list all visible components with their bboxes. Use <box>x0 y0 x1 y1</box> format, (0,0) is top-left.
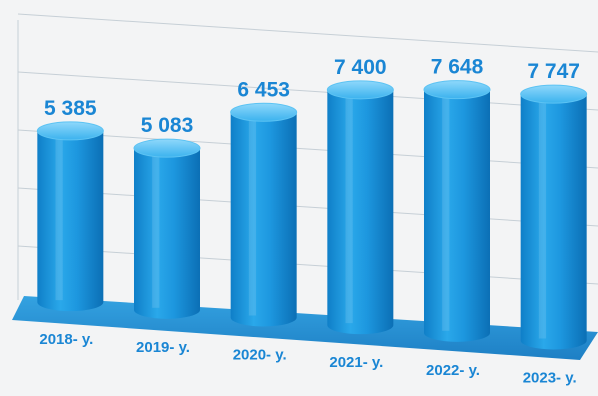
value-labels: 5 385 5 083 6 453 7 400 7 648 7 747 <box>44 56 580 138</box>
gridline <box>17 129 598 169</box>
gridline <box>17 245 598 285</box>
category-label: 2019- y. <box>136 339 190 356</box>
bar-highlight <box>442 93 450 331</box>
bar-highlight <box>345 93 353 324</box>
bar-highlight <box>538 98 547 339</box>
bar <box>520 84 588 350</box>
value-label: 5 385 <box>44 97 97 120</box>
bar-body <box>424 89 490 342</box>
category-label: 2020- y. <box>233 346 287 363</box>
category-label: 2022- y. <box>426 362 480 379</box>
gridlines <box>17 13 598 300</box>
bar-highlight <box>152 152 160 308</box>
bar-top <box>326 80 394 100</box>
bar-top <box>423 80 491 100</box>
bar-body <box>520 94 587 350</box>
bar-body <box>37 130 104 312</box>
value-label: 7 400 <box>334 56 387 79</box>
bar <box>326 80 394 335</box>
category-label: 2023- y. <box>523 369 577 386</box>
bar-highlight <box>55 134 63 301</box>
bar <box>133 138 201 319</box>
value-label: 7 747 <box>527 60 580 83</box>
bar-body <box>230 112 297 327</box>
bar-top <box>230 102 298 122</box>
bar-body <box>134 148 200 319</box>
gridline <box>17 187 598 227</box>
gridline <box>17 13 598 53</box>
category-label: 2021- y. <box>329 354 383 371</box>
gridline <box>17 71 598 111</box>
bar-top <box>36 121 104 141</box>
value-label: 5 083 <box>141 114 194 137</box>
bar <box>230 102 298 327</box>
value-label: 7 648 <box>431 56 484 79</box>
category-label: 2018- y. <box>39 331 93 348</box>
bar <box>36 121 104 312</box>
bars <box>36 80 588 350</box>
bar-top <box>520 84 588 104</box>
bar <box>423 80 491 342</box>
bar-highlight <box>248 116 257 316</box>
value-label: 6 453 <box>237 78 290 101</box>
category-labels: 2018- y. 2019- y. 2020- y. 2021- y. 2022- y.… <box>39 331 576 386</box>
bar-top <box>133 138 201 158</box>
bar-body <box>327 89 394 335</box>
